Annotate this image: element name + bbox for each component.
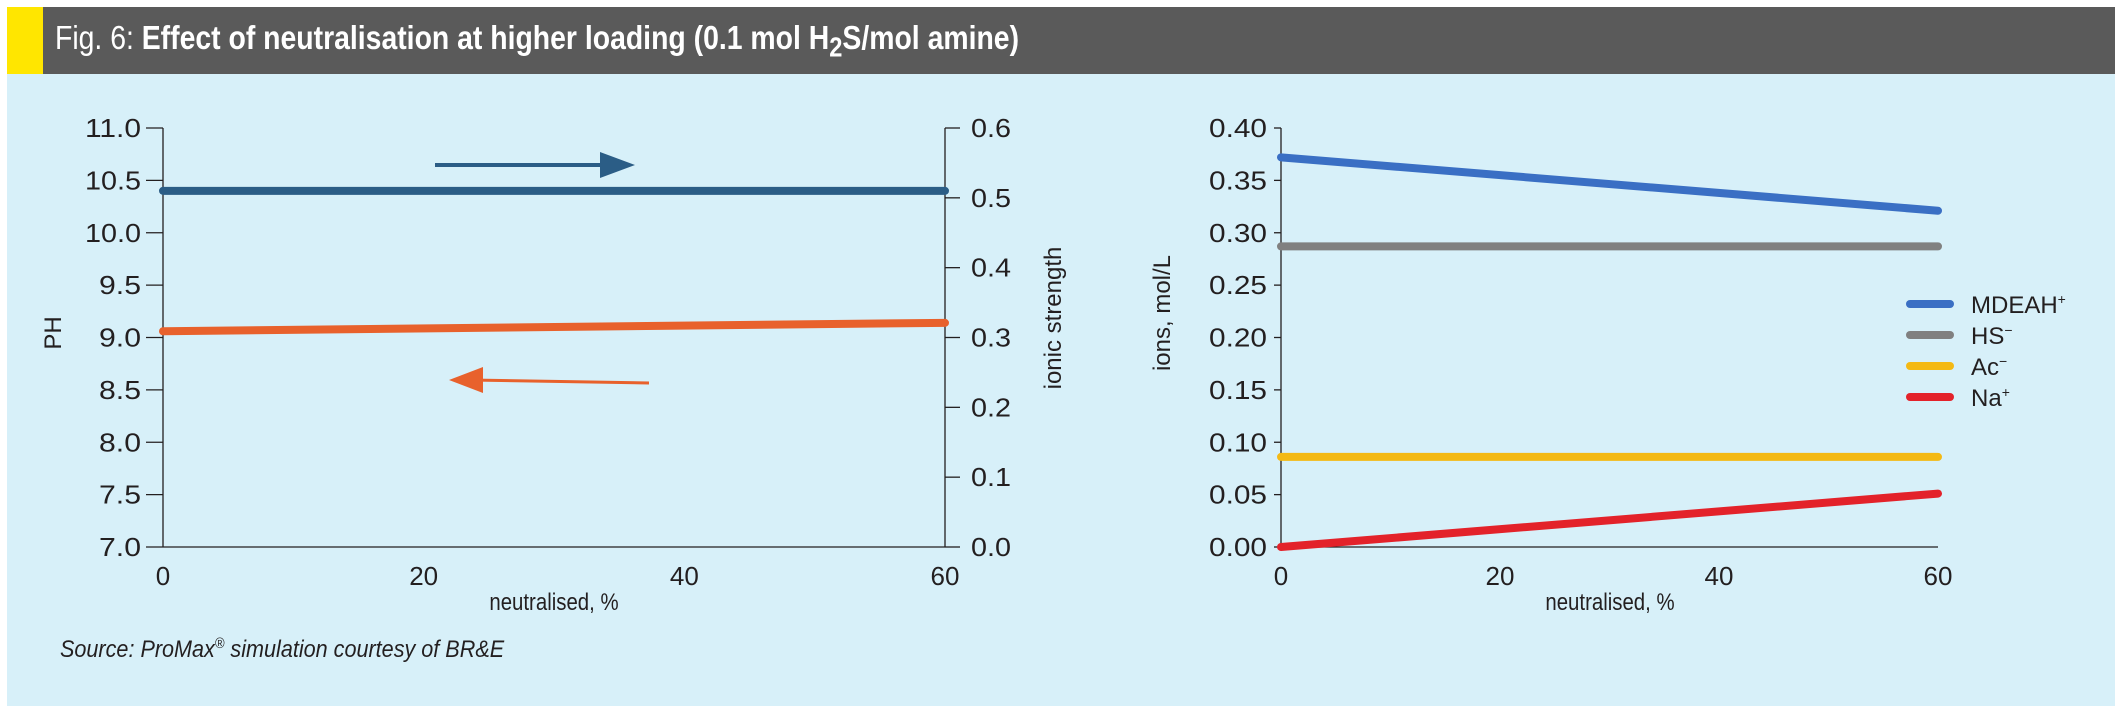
legend-charge: − (1999, 353, 2007, 369)
y-tick-label: 0.35 (1209, 165, 1267, 195)
title-subscript: 2 (829, 31, 843, 63)
y2-tick-label: 0.0 (971, 532, 1011, 562)
legend-name: Na (1971, 385, 2002, 412)
legend-label-na: Na+ (1971, 384, 2010, 412)
y-tick-label: 0.20 (1209, 323, 1267, 353)
legend-name: HS (1971, 323, 2004, 350)
source-text-end: simulation courtesy of BR&E (224, 636, 505, 663)
y-tick-label: 0.05 (1209, 480, 1267, 510)
left-arrow-icon (449, 367, 483, 393)
y-tick-label: 0.00 (1209, 532, 1267, 562)
y-axis-title: PH (40, 316, 67, 349)
y2-tick-label: 0.1 (971, 462, 1011, 492)
registered-mark: ® (214, 636, 225, 652)
title-main: Effect of neutralisation at higher loadi… (141, 19, 830, 56)
y2-tick-label: 0.2 (971, 392, 1011, 422)
figure-title: Fig. 6: Effect of neutralisation at high… (55, 19, 1019, 64)
y-tick-label: 7.0 (99, 532, 141, 562)
x-tick-label: 0 (1274, 561, 1288, 591)
y-tick-label: 8.5 (99, 375, 141, 405)
source-note: Source: ProMax® simulation courtesy of B… (60, 636, 504, 664)
x-axis-title: neutralised, % (489, 588, 618, 615)
legend-name: MDEAH (1971, 292, 2058, 319)
x-tick-label: 0 (156, 561, 170, 591)
y-tick-label: 0.15 (1209, 375, 1267, 405)
source-text: Source: ProMax (60, 636, 215, 663)
figure-label: Fig. 6: (55, 19, 134, 56)
x-tick-label: 40 (1705, 561, 1734, 591)
series-line-ph (159, 318, 949, 336)
x-tick-label: 20 (1486, 561, 1515, 591)
figure-header: Fig. 6: Effect of neutralisation at high… (7, 7, 2115, 74)
y-tick-label: 9.0 (99, 323, 141, 353)
y2-tick-label: 0.5 (971, 183, 1011, 213)
y-tick-label: 0.25 (1209, 270, 1267, 300)
left-axis-arrow-shaft (469, 378, 650, 385)
series-line-na (1277, 489, 1942, 551)
y2-tick-label: 0.3 (971, 323, 1011, 353)
y-tick-label: 10.0 (85, 218, 141, 248)
y-tick-label: 0.30 (1209, 218, 1267, 248)
legend-label-ac: Ac− (1971, 353, 2007, 381)
chart-panel (7, 74, 2115, 706)
y2-tick-label: 0.4 (971, 253, 1011, 283)
x-tick-label: 60 (1924, 561, 1953, 591)
y2-tick-label: 0.6 (971, 113, 1011, 143)
legend-charge: + (2058, 291, 2066, 307)
title-end: S/mol amine) (842, 19, 1020, 56)
accent-bar (7, 7, 43, 74)
legend-name: Ac (1971, 354, 1999, 381)
legend-label-hs: HS− (1971, 322, 2013, 350)
series-line-mdeah (1277, 153, 1942, 215)
y-tick-label: 9.5 (99, 270, 141, 300)
right-arrow-icon (600, 152, 635, 178)
legend-label-mdeah: MDEAH+ (1971, 291, 2066, 319)
y-axis-title: ions, mol/L (1149, 255, 1176, 371)
legend-charge: + (2002, 384, 2010, 400)
x-tick-label: 40 (670, 561, 699, 591)
x-axis-title: neutralised, % (1545, 588, 1674, 615)
y2-axis-title: ionic strength (1040, 247, 1067, 390)
x-tick-label: 60 (931, 561, 960, 591)
y-tick-label: 10.5 (85, 165, 141, 195)
y-tick-label: 0.40 (1209, 113, 1267, 143)
y-tick-label: 8.0 (99, 427, 141, 457)
x-tick-label: 20 (409, 561, 438, 591)
y-tick-label: 11.0 (85, 113, 141, 143)
y-tick-label: 7.5 (99, 480, 141, 510)
y-tick-label: 0.10 (1209, 427, 1267, 457)
legend-charge: − (2004, 322, 2012, 338)
